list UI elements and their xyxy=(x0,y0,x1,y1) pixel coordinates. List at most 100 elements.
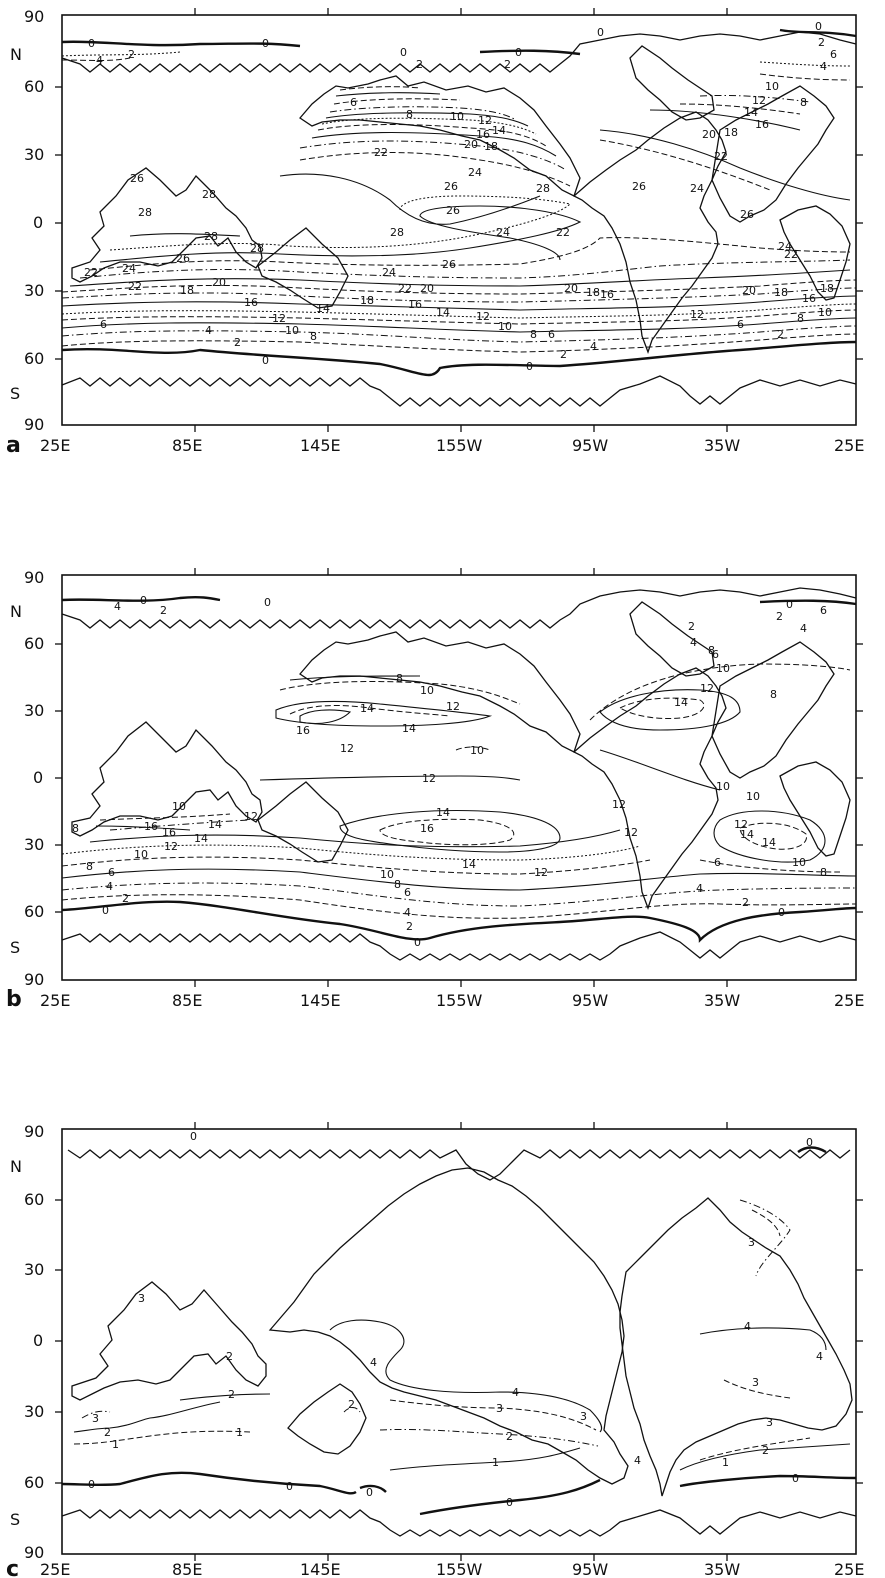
contour-label-c-3-c: 3 xyxy=(496,1402,503,1415)
contour-label-b-2-f: 2 xyxy=(742,896,749,909)
hemisphere-label-n: N xyxy=(10,1157,22,1176)
contour-label-b-0-a: 0 xyxy=(140,594,147,607)
contour-label-c-3-e: 3 xyxy=(766,1416,773,1429)
contour-label-a-20-a: 20 xyxy=(212,276,226,289)
contour-label-a-18-c: 18 xyxy=(484,140,498,153)
contour-3-west-c xyxy=(81,1410,111,1419)
contour-label-c-2-e: 2 xyxy=(506,1430,513,1443)
contour-label-b-4-b: 4 xyxy=(690,636,697,649)
contour-label-b-10-e: 10 xyxy=(746,790,760,803)
contour-label-a-6-c: 6 xyxy=(548,328,555,341)
panel-a: 90 60 30 0 30 60 90 N S a 25E 85E 145E 1… xyxy=(6,7,864,458)
contour-18-north xyxy=(317,124,547,147)
contour-label-c-0-d: 0 xyxy=(506,1496,513,1509)
contour-label-c-1-c: 1 xyxy=(492,1456,499,1469)
panel-a-land-outlines xyxy=(61,31,857,407)
contour-label-a-8-b: 8 xyxy=(406,108,413,121)
contour-label-b-16-b: 16 xyxy=(144,820,158,833)
contour-label-a-28-a: 28 xyxy=(138,206,152,219)
contour-label-a-20-b: 20 xyxy=(420,282,434,295)
antarctic-coast-a xyxy=(61,375,857,407)
lon-label-95w: 95W xyxy=(572,436,608,455)
contour-label-a-22-a: 22 xyxy=(128,280,142,293)
lon-label-35w: 35W xyxy=(704,436,740,455)
contour-label-b-6-b: 6 xyxy=(820,604,827,617)
lat-label-60n: 60 xyxy=(24,77,44,96)
contour-label-a-12-e: 12 xyxy=(752,94,766,107)
contour-label-a-18-e: 18 xyxy=(774,286,788,299)
contour-10-north xyxy=(333,98,461,105)
contour-label-b-10-f: 10 xyxy=(172,800,186,813)
antarctic-coast-c xyxy=(61,1509,857,1537)
contour-label-a-24-b: 24 xyxy=(382,266,396,279)
contour-0-north-east xyxy=(779,28,857,38)
contour-0-north-c xyxy=(797,1146,827,1154)
panel-b-ticks xyxy=(55,568,863,987)
contour-label-a-2-d: 2 xyxy=(818,36,825,49)
panel-c-lat-labels: 90 60 30 0 30 60 90 N S xyxy=(10,1122,44,1562)
panel-c-land-outlines xyxy=(61,1149,857,1537)
contour-label-c-1-a: 1 xyxy=(112,1438,119,1451)
panel-b-lon-labels: 25E 85E 145E 155W 95W 35W 25E xyxy=(40,991,864,1010)
contour-label-c-4-b: 4 xyxy=(370,1356,377,1369)
contour-label-a-24-d: 24 xyxy=(496,226,510,239)
contour-2-north-east xyxy=(759,61,851,67)
americas-b xyxy=(572,667,727,910)
contour-label-a-20-c: 20 xyxy=(464,138,478,151)
contour-label-b-14-e: 14 xyxy=(194,832,208,845)
contour-16-south xyxy=(61,279,857,295)
contour-label-a-18-f: 18 xyxy=(724,126,738,139)
contour-6-north-east xyxy=(759,73,851,81)
contour-label-b-14-c: 14 xyxy=(674,696,688,709)
lat-label-30n: 30 xyxy=(24,701,44,720)
lon-label-25e-left: 25E xyxy=(40,1560,70,1578)
contour-label-c-4-c: 4 xyxy=(744,1320,751,1333)
contour-label-a-2-e: 2 xyxy=(234,336,241,349)
lat-label-0: 0 xyxy=(33,1331,43,1350)
contour-12-south-b xyxy=(89,829,621,848)
contour-label-a-10-a: 10 xyxy=(285,324,299,337)
panel-b-contour-labels: 0 0 0 0 0 0 2 2 2 2 2 2 4 4 4 4 4 4 6 6 … xyxy=(72,594,827,949)
antarctic-coast-b xyxy=(61,931,857,961)
lat-label-30s: 30 xyxy=(24,281,44,300)
contour-14-south xyxy=(61,287,857,303)
lon-label-25e-left: 25E xyxy=(40,436,70,455)
contour-label-a-28-f: 28 xyxy=(250,242,264,255)
contour-label-b-0-c: 0 xyxy=(786,598,793,611)
north-america-asia-c xyxy=(268,1167,629,1485)
contour-label-c-3-a: 3 xyxy=(138,1292,145,1305)
contour-label-b-4-d: 4 xyxy=(106,880,113,893)
contour-3-pacific-c xyxy=(389,1399,597,1431)
contour-label-a-14-d: 14 xyxy=(744,106,758,119)
lat-label-30n: 30 xyxy=(24,1260,44,1279)
contour-label-a-12-b: 12 xyxy=(478,114,492,127)
contour-3-north-atlantic-c xyxy=(739,1199,791,1277)
contour-label-b-0-f: 0 xyxy=(778,906,785,919)
contour-0-small-c xyxy=(359,1484,387,1493)
contour-10-south-atlantic-b xyxy=(599,749,721,791)
contour-label-a-2-f: 2 xyxy=(560,348,567,361)
contour-label-b-14-a: 14 xyxy=(360,702,374,715)
lon-label-35w: 35W xyxy=(704,1560,740,1578)
contour-0-north-mid xyxy=(479,49,581,56)
contour-14-north-atlantic-b xyxy=(618,697,705,719)
contour-10-west-b xyxy=(99,813,231,821)
contour-1-indian-c xyxy=(73,1430,251,1445)
contour-0-north-west-b xyxy=(61,595,221,602)
lon-label-85e: 85E xyxy=(172,436,202,455)
contour-label-b-0-b: 0 xyxy=(264,596,271,609)
contour-label-a-26-b: 26 xyxy=(176,252,190,265)
contour-8-north-b xyxy=(289,675,421,681)
contour-label-a-12-d: 12 xyxy=(690,308,704,321)
contour-8-south xyxy=(61,309,857,325)
lat-label-0: 0 xyxy=(33,768,43,787)
panel-c: 90 60 30 0 30 60 90 N S c 25E 85E 145E 1… xyxy=(6,1122,864,1578)
lon-label-145e: 145E xyxy=(300,1560,341,1578)
lon-label-155w: 155W xyxy=(436,1560,483,1578)
lat-label-60n: 60 xyxy=(24,1190,44,1209)
panel-a-ticks xyxy=(55,8,863,432)
arctic-coast-c xyxy=(67,1149,851,1181)
contour-3-atlantic-c xyxy=(723,1379,791,1399)
contour-label-b-16-d: 16 xyxy=(420,822,434,835)
contour-20-south xyxy=(79,259,851,279)
